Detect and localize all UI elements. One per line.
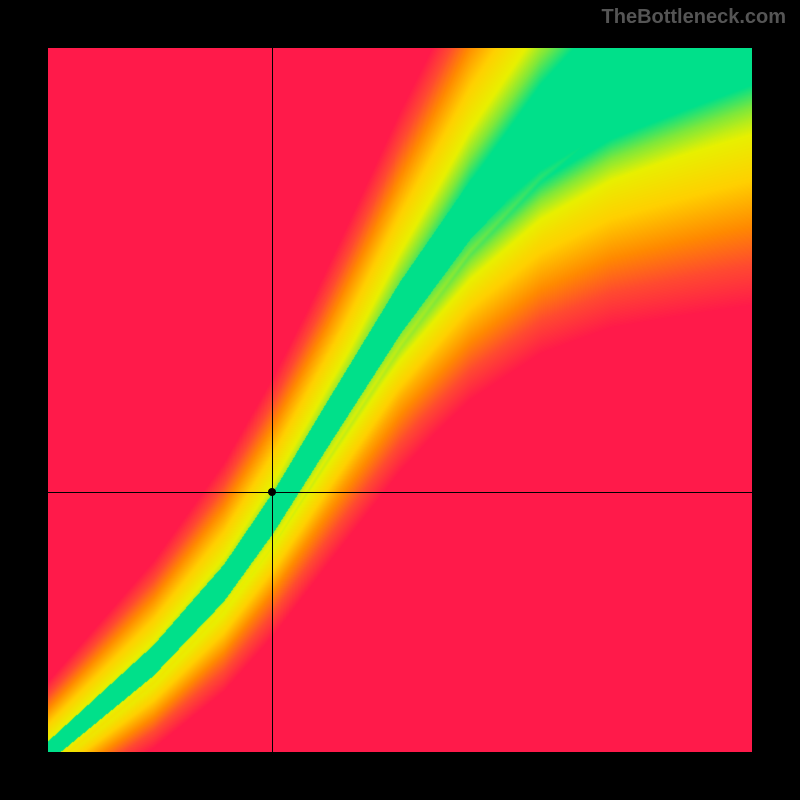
crosshair-vertical	[272, 48, 273, 752]
crosshair-horizontal	[48, 492, 752, 493]
watermark-text: TheBottleneck.com	[602, 6, 786, 29]
heatmap-plot	[48, 48, 752, 752]
heatmap-canvas	[48, 48, 752, 752]
crosshair-marker	[268, 488, 276, 496]
